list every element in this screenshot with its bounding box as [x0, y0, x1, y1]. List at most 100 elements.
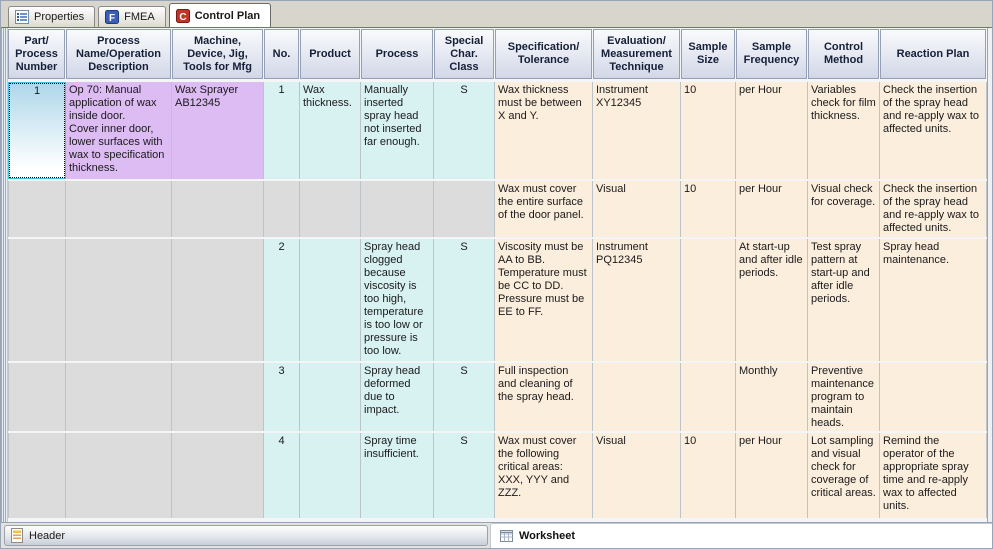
cell-r2c5[interactable]: [300, 181, 361, 237]
table-row-5: 4 Spray time insufficient. S Wax must cover…: [8, 433, 987, 520]
column-header-5: Process: [361, 28, 434, 82]
cell-r4c7[interactable]: S: [434, 363, 495, 431]
cell-r2c10[interactable]: 10: [681, 181, 736, 237]
cell-r2c8[interactable]: Wax must cover the entire surface of the…: [495, 181, 593, 237]
cell-r5c5[interactable]: [300, 433, 361, 518]
cell-r2c9[interactable]: Visual: [593, 181, 681, 237]
cell-r1c4[interactable]: 1: [264, 82, 300, 179]
control-plan-table: Part/ Process Number Process Name/Operati…: [8, 28, 988, 522]
cell-r1c1[interactable]: 1: [8, 82, 66, 179]
cell-r1c9[interactable]: Instrument XY12345: [593, 82, 681, 179]
worksheet-tab[interactable]: Worksheet: [490, 523, 992, 548]
header-panel-label: Header: [29, 529, 66, 542]
cell-r4c11[interactable]: Monthly: [736, 363, 808, 431]
cell-r2c2[interactable]: [66, 181, 172, 237]
cell-r3c11[interactable]: At start-up and after idle periods.: [736, 239, 808, 361]
cell-r3c2[interactable]: [66, 239, 172, 361]
column-header-label: Evaluation/ Measurement Technique: [593, 29, 680, 79]
cell-r1c6[interactable]: Manually inserted spray head not inserte…: [361, 82, 434, 179]
cell-r1c5[interactable]: Wax thickness.: [300, 82, 361, 179]
table-header-row: Part/ Process Number Process Name/Operati…: [8, 28, 987, 82]
cell-r5c2[interactable]: [66, 433, 172, 518]
column-header-label: Reaction Plan: [880, 29, 986, 79]
column-header-label: Machine, Device, Jig, Tools for Mfg: [172, 29, 263, 79]
cell-r3c10[interactable]: [681, 239, 736, 361]
cell-r5c8[interactable]: Wax must cover the following critical ar…: [495, 433, 593, 518]
cell-r5c4[interactable]: 4: [264, 433, 300, 518]
cell-r5c6[interactable]: Spray time insufficient.: [361, 433, 434, 518]
cell-r4c5[interactable]: [300, 363, 361, 431]
cell-r1c12[interactable]: Variables check for film thickness.: [808, 82, 880, 179]
cell-r3c1[interactable]: [8, 239, 66, 361]
column-header-label: Process Name/Operation Description: [66, 29, 171, 79]
cell-r2c1[interactable]: [8, 181, 66, 237]
cell-r2c6[interactable]: [361, 181, 434, 237]
fmea-icon: F: [105, 10, 120, 24]
cell-r1c2[interactable]: Op 70: Manual application of wax inside …: [66, 82, 172, 179]
cell-r4c13[interactable]: [880, 363, 987, 431]
column-header-9: Sample Size: [681, 28, 736, 82]
cell-r3c5[interactable]: [300, 239, 361, 361]
tab-fmea[interactable]: F FMEA: [98, 6, 166, 27]
cell-r2c11[interactable]: per Hour: [736, 181, 808, 237]
cell-r2c13[interactable]: Check the insertion of the spray head an…: [880, 181, 987, 237]
cell-r5c11[interactable]: per Hour: [736, 433, 808, 518]
cell-r1c13[interactable]: Check the insertion of the spray head an…: [880, 82, 987, 179]
cell-r4c6[interactable]: Spray head deformed due to impact.: [361, 363, 434, 431]
cell-r1c8[interactable]: Wax thickness must be between X and Y.: [495, 82, 593, 179]
cell-r3c4[interactable]: 2: [264, 239, 300, 361]
column-header-2: Machine, Device, Jig, Tools for Mfg: [172, 28, 264, 82]
cell-r3c9[interactable]: Instrument PQ12345: [593, 239, 681, 361]
cell-r4c9[interactable]: [593, 363, 681, 431]
cell-r3c8[interactable]: Viscosity must be AA to BB. Temperature …: [495, 239, 593, 361]
cell-r4c2[interactable]: [66, 363, 172, 431]
cell-r5c3[interactable]: [172, 433, 264, 518]
cell-r4c10[interactable]: [681, 363, 736, 431]
cell-r1c7[interactable]: S: [434, 82, 495, 179]
table-row-2: Wax must cover the entire surface of the…: [8, 181, 987, 239]
cell-r2c3[interactable]: [172, 181, 264, 237]
tab-bar: Properties F FMEA C Control Plan: [1, 1, 992, 27]
column-header-7: Specification/ Tolerance: [495, 28, 593, 82]
column-header-10: Sample Frequency: [736, 28, 808, 82]
cell-r3c6[interactable]: Spray head clogged because viscosity is …: [361, 239, 434, 361]
cell-r5c13[interactable]: Remind the operator of the appropriate s…: [880, 433, 987, 518]
cell-r4c3[interactable]: [172, 363, 264, 431]
tab-label: Control Plan: [194, 9, 261, 22]
table-row-3: 2 Spray head clogged because viscosity is…: [8, 239, 987, 363]
cell-r2c4[interactable]: [264, 181, 300, 237]
cell-r4c8[interactable]: Full inspection and cleaning of the spra…: [495, 363, 593, 431]
column-header-label: Sample Size: [681, 29, 735, 79]
header-panel-button[interactable]: Header: [4, 525, 488, 546]
cell-r4c4[interactable]: 3: [264, 363, 300, 431]
cell-r2c12[interactable]: Visual check for coverage.: [808, 181, 880, 237]
worksheet-tab-label: Worksheet: [519, 530, 576, 542]
tab-label: Properties: [34, 11, 85, 23]
table-row-1: 1 Op 70: Manual application of wax inside…: [8, 82, 987, 181]
cell-r1c11[interactable]: per Hour: [736, 82, 808, 179]
cell-r3c12[interactable]: Test spray pattern at start-up and after…: [808, 239, 880, 361]
cell-r1c10[interactable]: 10: [681, 82, 736, 179]
cell-r3c3[interactable]: [172, 239, 264, 361]
cell-r1c3[interactable]: Wax Sprayer AB12345: [172, 82, 264, 179]
tab-label: FMEA: [124, 11, 155, 23]
worksheet-panel: Part/ Process Number Process Name/Operati…: [1, 27, 992, 523]
control-plan-icon: C: [175, 8, 190, 23]
cell-r5c7[interactable]: S: [434, 433, 495, 518]
cell-r5c9[interactable]: Visual: [593, 433, 681, 518]
tab-properties[interactable]: Properties: [8, 6, 96, 27]
tab-control-plan[interactable]: C Control Plan: [168, 3, 272, 27]
cell-r5c12[interactable]: Lot sampling and visual check for covera…: [808, 433, 880, 518]
cell-r2c7[interactable]: [434, 181, 495, 237]
cell-r5c1[interactable]: [8, 433, 66, 518]
column-header-3: No.: [264, 28, 300, 82]
properties-icon: [15, 10, 29, 24]
vertical-splitter-handle[interactable]: [1, 28, 8, 522]
cell-r4c1[interactable]: [8, 363, 66, 431]
cell-r5c10[interactable]: 10: [681, 433, 736, 518]
svg-text:F: F: [109, 13, 115, 24]
cell-r4c12[interactable]: Preventive maintenance program to mainta…: [808, 363, 880, 431]
cell-r3c13[interactable]: Spray head maintenance.: [880, 239, 987, 361]
cell-r3c7[interactable]: S: [434, 239, 495, 361]
